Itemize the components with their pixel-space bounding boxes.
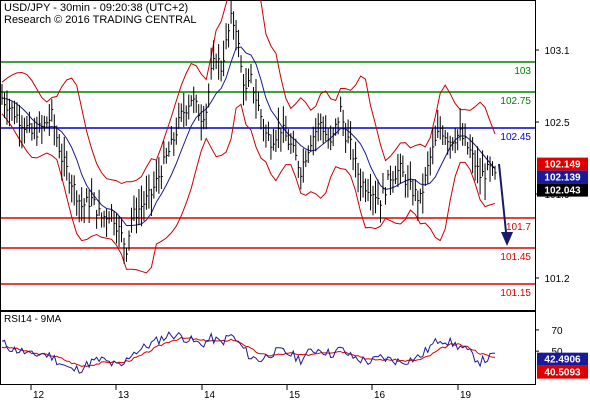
ma-tag-box xyxy=(537,365,588,379)
level-label-2: 102.45 xyxy=(500,132,531,143)
upper-band-line xyxy=(1,0,496,185)
rsi-tag: 42.4906 xyxy=(544,355,581,366)
lower-band-line xyxy=(1,103,496,274)
price-tick-label-1: 102.5 xyxy=(544,118,569,129)
price-tag-box-0 xyxy=(537,157,588,171)
rsi-ma-line xyxy=(1,336,496,368)
forecast-arrow-head xyxy=(501,232,514,246)
rsi-line xyxy=(1,331,496,374)
price-tag-box-1 xyxy=(537,170,588,184)
price-tag-1: 102.139 xyxy=(544,173,581,184)
price-tag-0: 102.149 xyxy=(544,160,581,171)
price-tag-2: 102.043 xyxy=(544,186,581,197)
time-tick-label-5: 19 xyxy=(460,390,472,400)
time-tick-label-4: 16 xyxy=(374,390,386,400)
time-tick-label-2: 14 xyxy=(204,390,216,400)
moving-average-line xyxy=(1,46,496,226)
forecast-layer xyxy=(498,163,514,246)
chart-subtitle: Research © 2016 TRADING CENTRAL xyxy=(4,14,197,26)
oscillator-panel xyxy=(0,311,536,385)
time-axis: 12 13 14 15 16 19 xyxy=(30,385,472,400)
price-tick-label-3: 101.2 xyxy=(544,274,569,285)
level-label-0: 103 xyxy=(514,66,531,77)
chart-title: USD/JPY - 30min - 09:20:38 (UTC+2) xyxy=(4,2,188,14)
price-tag-box-2 xyxy=(537,183,588,197)
time-tick-label-1: 13 xyxy=(118,390,130,400)
rsi-tick-label-0: 70 xyxy=(551,326,563,337)
price-tags-layer: 102.149 102.139 102.043 xyxy=(537,157,588,197)
forecast-arrow-line xyxy=(498,163,509,243)
bands-layer xyxy=(1,0,496,274)
price-panel xyxy=(0,0,536,311)
ma-tag: 40.5093 xyxy=(544,368,581,379)
time-tick-label-3: 15 xyxy=(289,390,301,400)
level-label-3: 101.7 xyxy=(506,222,531,233)
price-tick-label-0: 103.1 xyxy=(544,46,569,57)
candles-layer xyxy=(1,0,497,264)
time-tick-label-0: 12 xyxy=(33,390,45,400)
rsi-tag-box xyxy=(537,352,588,366)
level-label-1: 102.75 xyxy=(500,96,531,107)
oscillator-label: RSI14 - 9MA xyxy=(4,314,62,325)
level-label-4: 101.45 xyxy=(500,252,531,263)
level-label-5: 101.15 xyxy=(500,288,531,299)
